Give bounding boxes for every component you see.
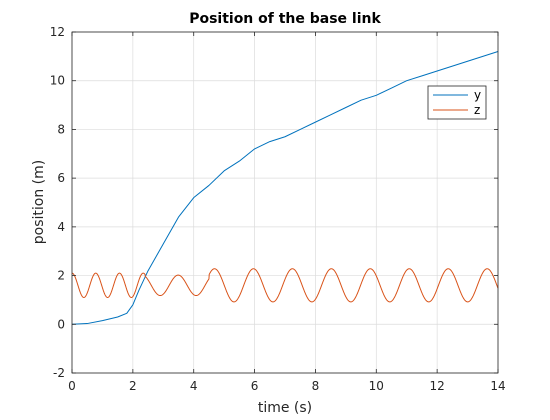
x-tick-label: 12 <box>430 379 445 393</box>
y-axis-label: position (m) <box>31 160 47 244</box>
y-tick-label: 10 <box>50 74 65 88</box>
legend-label-y: y <box>474 88 481 102</box>
x-tick-label: 14 <box>490 379 505 393</box>
chart-title: Position of the base link <box>189 11 381 27</box>
y-tick-label: -2 <box>53 366 65 380</box>
y-tick-label: 6 <box>57 171 65 185</box>
x-tick-label: 0 <box>68 379 76 393</box>
y-tick-label: 12 <box>50 25 65 39</box>
legend-label-z: z <box>474 103 480 117</box>
x-tick-label: 4 <box>190 379 198 393</box>
y-tick-label: 0 <box>57 317 65 331</box>
x-tick-label: 2 <box>129 379 137 393</box>
y-tick-label: 8 <box>57 122 65 136</box>
x-axis-label: time (s) <box>258 400 312 416</box>
x-tick-label: 10 <box>369 379 384 393</box>
legend: y z <box>428 86 486 119</box>
plot-area <box>72 32 498 373</box>
x-tick-label: 6 <box>251 379 259 393</box>
x-tick-label: 8 <box>312 379 320 393</box>
y-tick-label: 2 <box>57 269 65 283</box>
y-tick-label: 4 <box>57 220 65 234</box>
